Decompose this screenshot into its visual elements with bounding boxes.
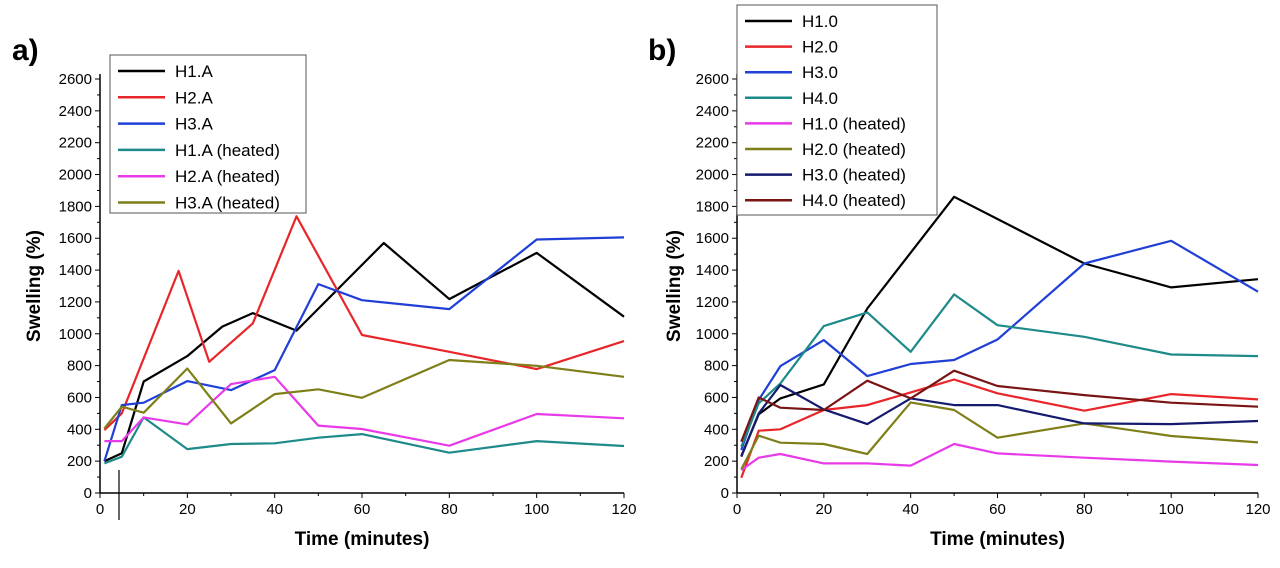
y-tick-label: 600 xyxy=(704,389,729,406)
y-tick-label: 800 xyxy=(67,358,92,375)
y-tick-label: 200 xyxy=(704,453,729,470)
y-tick-label: 1200 xyxy=(59,294,92,311)
legend-entry: H1.A (heated) xyxy=(175,141,280,160)
y-tick-label: 0 xyxy=(84,485,92,502)
series-line-h1-0 xyxy=(740,195,1259,457)
y-tick-label: 1800 xyxy=(696,198,729,215)
x-axis-label: Time (minutes) xyxy=(295,529,430,550)
legend: H1.0 H2.0 H3.0 H4.0 H1.0 (heated) H2.0 (heate… xyxy=(736,4,938,216)
y-tick-label: 1400 xyxy=(696,262,729,279)
x-tick-label: 40 xyxy=(266,501,283,518)
legend-entry: H3.A (heated) xyxy=(175,194,280,213)
y-tick-label: 200 xyxy=(67,453,92,470)
series-line-h2-a-heated- xyxy=(104,375,625,447)
x-tick-label: 40 xyxy=(902,501,919,518)
y-tick-label: 2600 xyxy=(696,71,729,88)
legend-entry: H4.0 (heated) xyxy=(802,191,906,210)
x-tick-label: 120 xyxy=(1245,501,1270,518)
legend-entry: H2.A (heated) xyxy=(175,167,280,186)
legend-box xyxy=(736,4,938,216)
chart-panel-a: a)0 20 40 60 80 100 12002004006008001000120014… xyxy=(12,34,637,550)
y-tick-label: 2000 xyxy=(59,167,92,184)
y-tick-label: 1800 xyxy=(59,198,92,215)
y-tick-label: 2600 xyxy=(59,71,92,88)
x-tick-label: 60 xyxy=(989,501,1006,518)
legend-entry: H3.A xyxy=(175,115,213,134)
y-tick-label: 2400 xyxy=(696,103,729,120)
series-line-h1-0-heated- xyxy=(740,442,1259,471)
y-tick-label: 2200 xyxy=(696,135,729,152)
legend-entry: H3.0 (heated) xyxy=(802,166,906,185)
x-axis-label: Time (minutes) xyxy=(930,529,1065,550)
x-tick-label: 80 xyxy=(1076,501,1093,518)
legend-entry: H1.A xyxy=(175,62,213,81)
legend-entry: H2.0 xyxy=(802,38,838,57)
legend-entry: H2.0 (heated) xyxy=(802,140,906,159)
x-tick-label: 60 xyxy=(354,501,371,518)
legend: H1.A H2.A H3.A H1.A (heated) H2.A (heated) H3… xyxy=(109,54,307,214)
y-tick-label: 400 xyxy=(67,421,92,438)
y-axis-label: Swelling (%) xyxy=(24,230,45,342)
y-tick-label: 1600 xyxy=(59,230,92,247)
x-tick-label: 0 xyxy=(733,501,741,518)
x-tick-label: 0 xyxy=(96,501,104,518)
y-tick-label: 1200 xyxy=(696,294,729,311)
x-tick-label: 100 xyxy=(1159,501,1184,518)
y-tick-label: 0 xyxy=(721,485,729,502)
series-line-h1-a xyxy=(103,241,625,463)
chart-panel-b: b)0 20 40 60 80 100 12002004006008001000120014… xyxy=(648,4,1271,550)
legend-entry: H3.0 xyxy=(802,63,838,82)
y-tick-label: 1400 xyxy=(59,262,92,279)
y-tick-label: 1000 xyxy=(696,326,729,343)
legend-entry: H2.A xyxy=(175,88,213,107)
y-tick-label: 1600 xyxy=(696,230,729,247)
x-tick-label: 20 xyxy=(815,501,832,518)
series-line-h3-a xyxy=(103,236,625,462)
series-line-h3-0 xyxy=(740,239,1259,451)
legend-entry: H1.0 (heated) xyxy=(802,114,906,133)
x-tick-label: 80 xyxy=(441,501,458,518)
y-tick-label: 2200 xyxy=(59,135,92,152)
y-tick-label: 2000 xyxy=(696,167,729,184)
series-line-h4-0 xyxy=(740,293,1259,448)
y-tick-label: 600 xyxy=(67,389,92,406)
series-line-h3-a-heated- xyxy=(103,358,625,430)
series-line-h2-a xyxy=(103,215,625,431)
x-tick-label: 120 xyxy=(611,501,636,518)
series-line-h2-0-heated- xyxy=(740,401,1259,470)
panel-label: a) xyxy=(12,34,39,67)
series-line-h1-a-heated- xyxy=(104,416,625,465)
y-tick-label: 400 xyxy=(704,421,729,438)
series-line-h2-0 xyxy=(740,378,1259,479)
legend-entry: H4.0 xyxy=(802,89,838,108)
x-tick-label: 100 xyxy=(524,501,549,518)
y-tick-label: 2400 xyxy=(59,103,92,120)
y-axis-label: Swelling (%) xyxy=(664,230,685,342)
legend-box xyxy=(109,54,307,214)
legend-entry: H1.0 xyxy=(802,12,838,31)
series-line-h4-0-heated- xyxy=(740,369,1259,443)
y-tick-label: 800 xyxy=(704,358,729,375)
panel-label: b) xyxy=(648,34,676,67)
y-tick-label: 1000 xyxy=(59,326,92,343)
x-tick-label: 20 xyxy=(179,501,196,518)
